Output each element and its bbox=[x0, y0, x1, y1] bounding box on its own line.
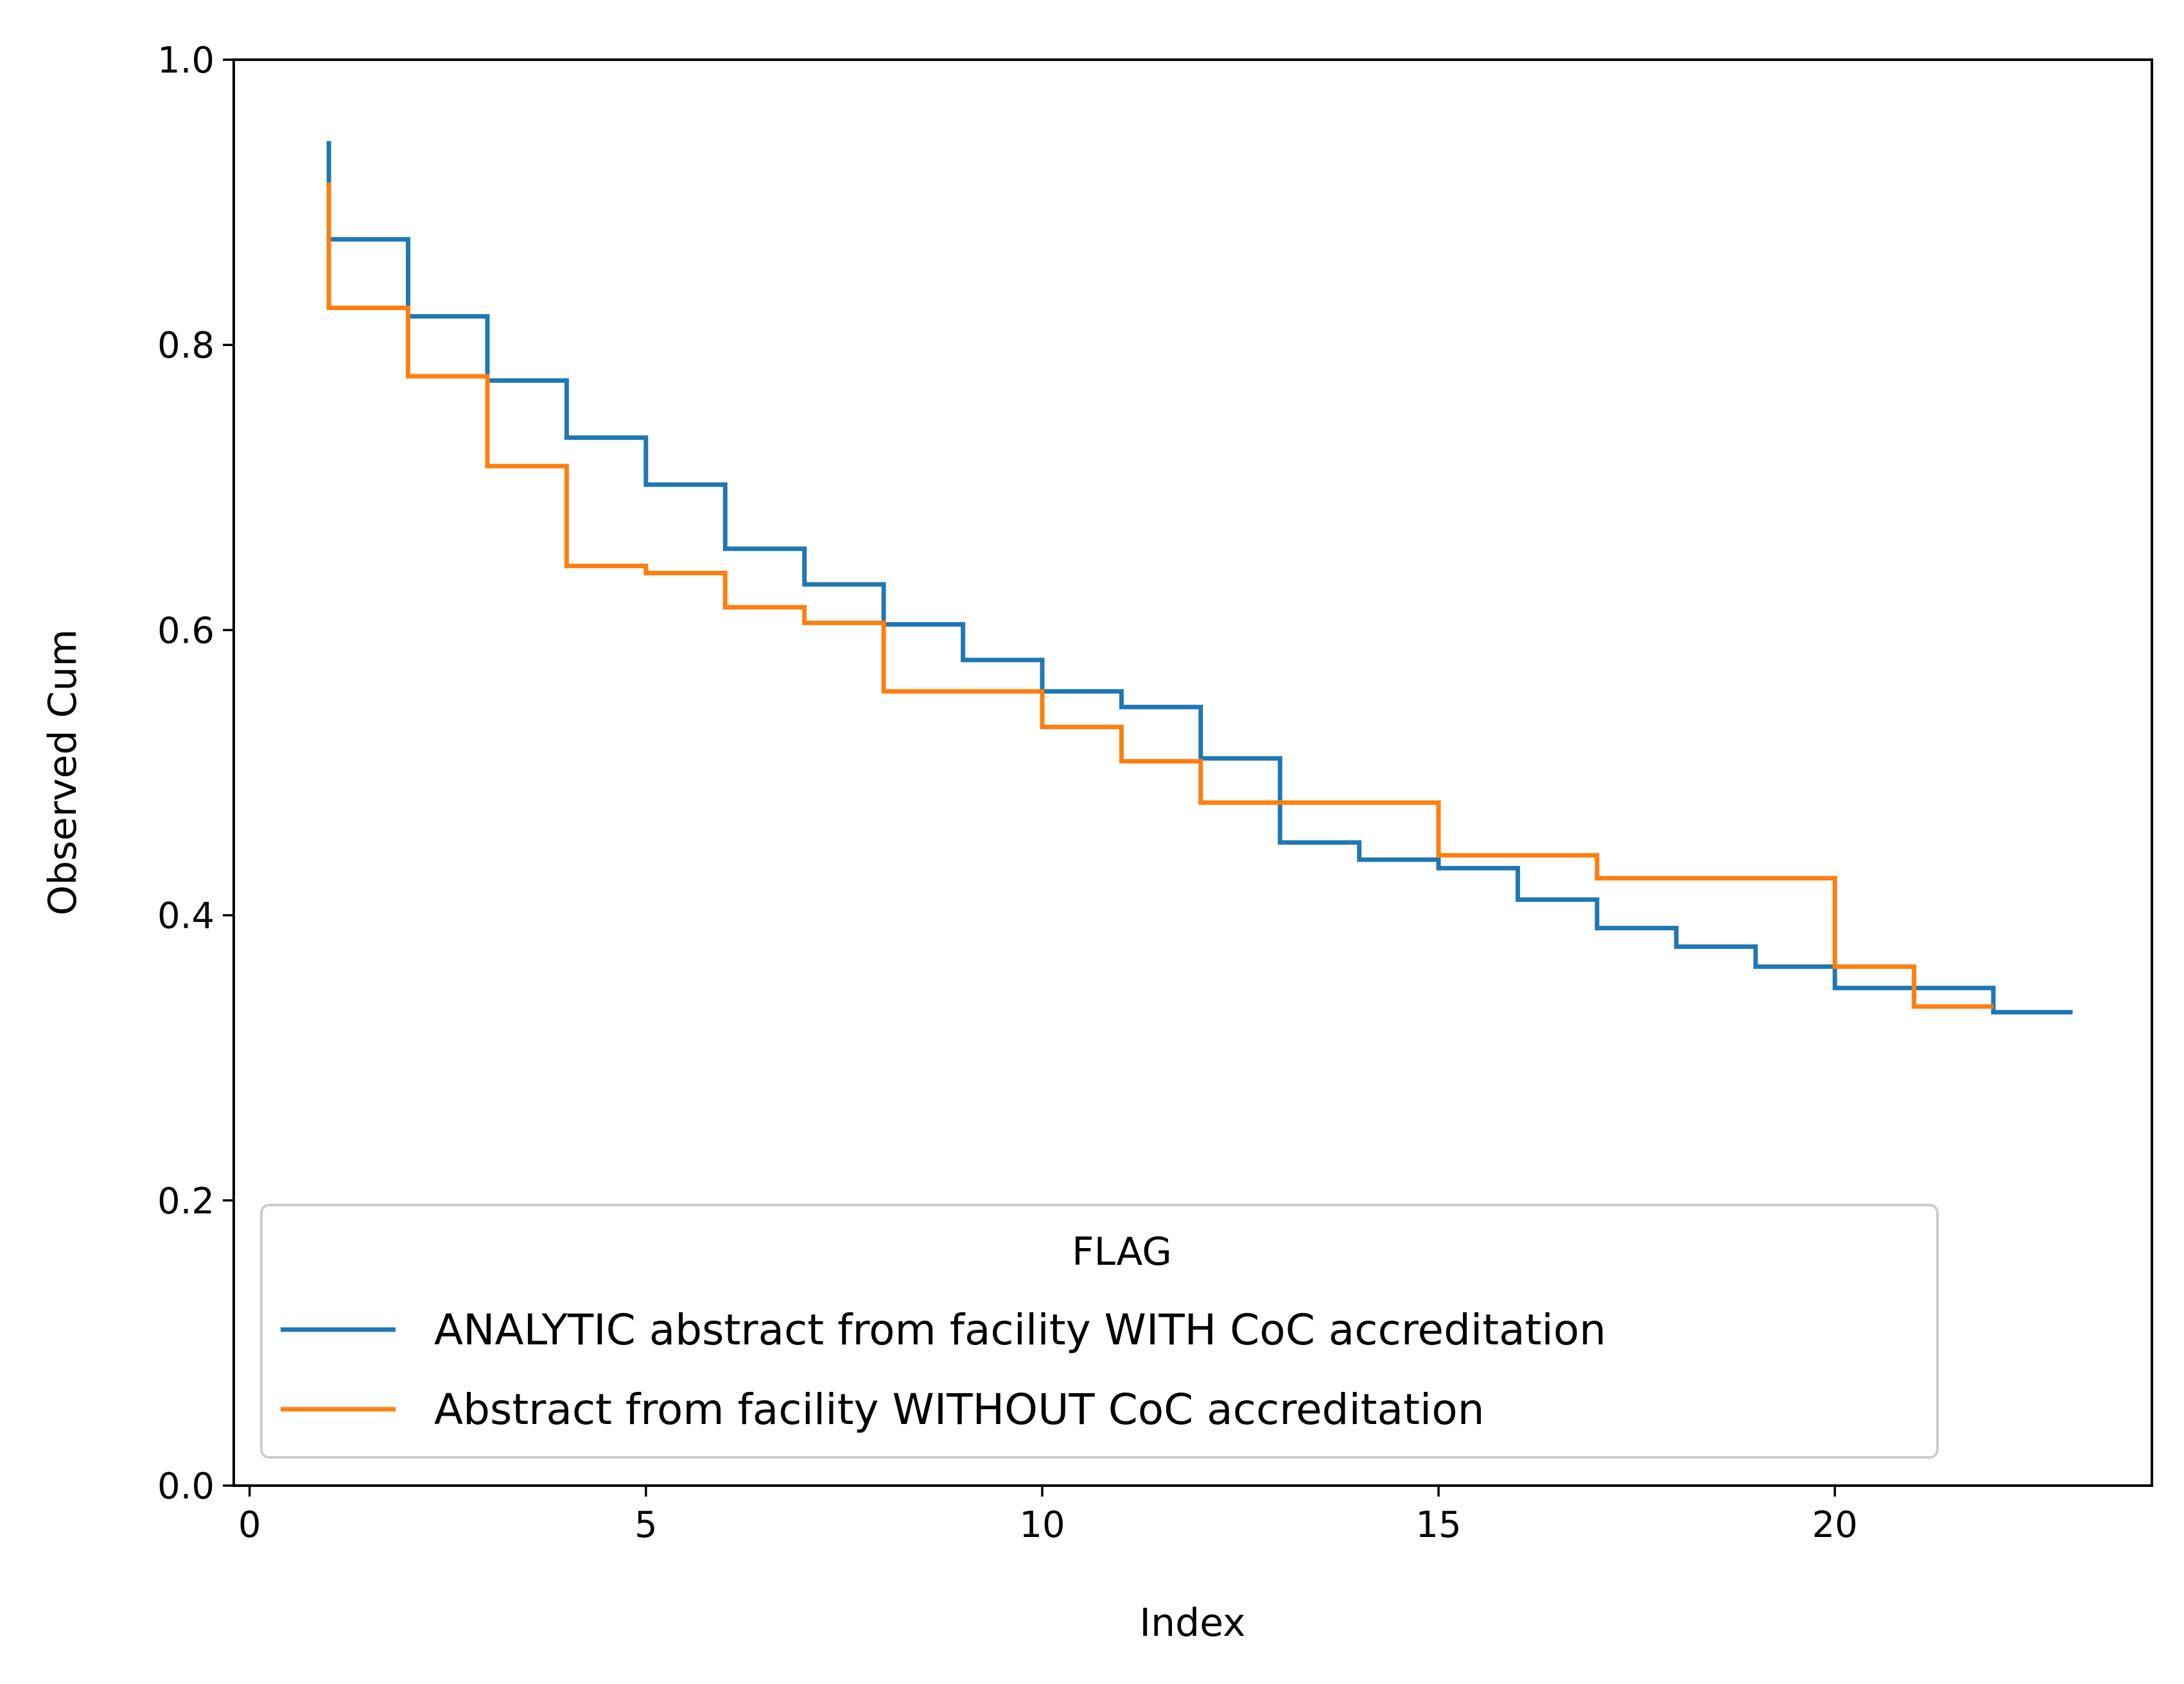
y-tick-label-0: 0.0 bbox=[157, 1466, 214, 1507]
y-axis: 0.0 0.2 0.4 0.6 0.8 1.0 bbox=[157, 40, 234, 1507]
x-axis-label: Index bbox=[1139, 1601, 1245, 1645]
series-line-1 bbox=[326, 182, 1994, 1009]
legend: FLAG ANALYTIC abstract from facility WIT… bbox=[260, 1204, 1939, 1459]
legend-label-series-0: ANALYTIC abstract from facility WITH CoC… bbox=[434, 1305, 1606, 1355]
legend-label-series-1: Abstract from facility WITHOUT CoC accre… bbox=[434, 1385, 1485, 1434]
plot-frame bbox=[232, 58, 2153, 1487]
x-tick-label-2: 10 bbox=[1019, 1504, 1065, 1546]
x-tick-label-4: 20 bbox=[1812, 1504, 1858, 1546]
y-tick-label-1: 0.2 bbox=[157, 1181, 214, 1222]
x-tick-label-3: 15 bbox=[1415, 1504, 1461, 1546]
y-tick-label-2: 0.4 bbox=[157, 896, 214, 937]
series-layer bbox=[326, 141, 2073, 1015]
y-tick-label-5: 1.0 bbox=[157, 40, 214, 82]
legend-title: FLAG bbox=[1072, 1229, 1172, 1274]
y-axis-label: Observed Cum bbox=[40, 629, 85, 916]
legend-box bbox=[260, 1204, 1939, 1459]
y-tick-label-4: 0.8 bbox=[157, 325, 214, 367]
x-tick-label-0: 0 bbox=[238, 1504, 261, 1546]
y-tick-label-3: 0.6 bbox=[157, 610, 214, 652]
series-line-0 bbox=[326, 141, 2073, 1015]
x-axis: 0 5 10 15 20 bbox=[238, 1486, 1858, 1546]
x-tick-label-1: 5 bbox=[634, 1504, 658, 1546]
